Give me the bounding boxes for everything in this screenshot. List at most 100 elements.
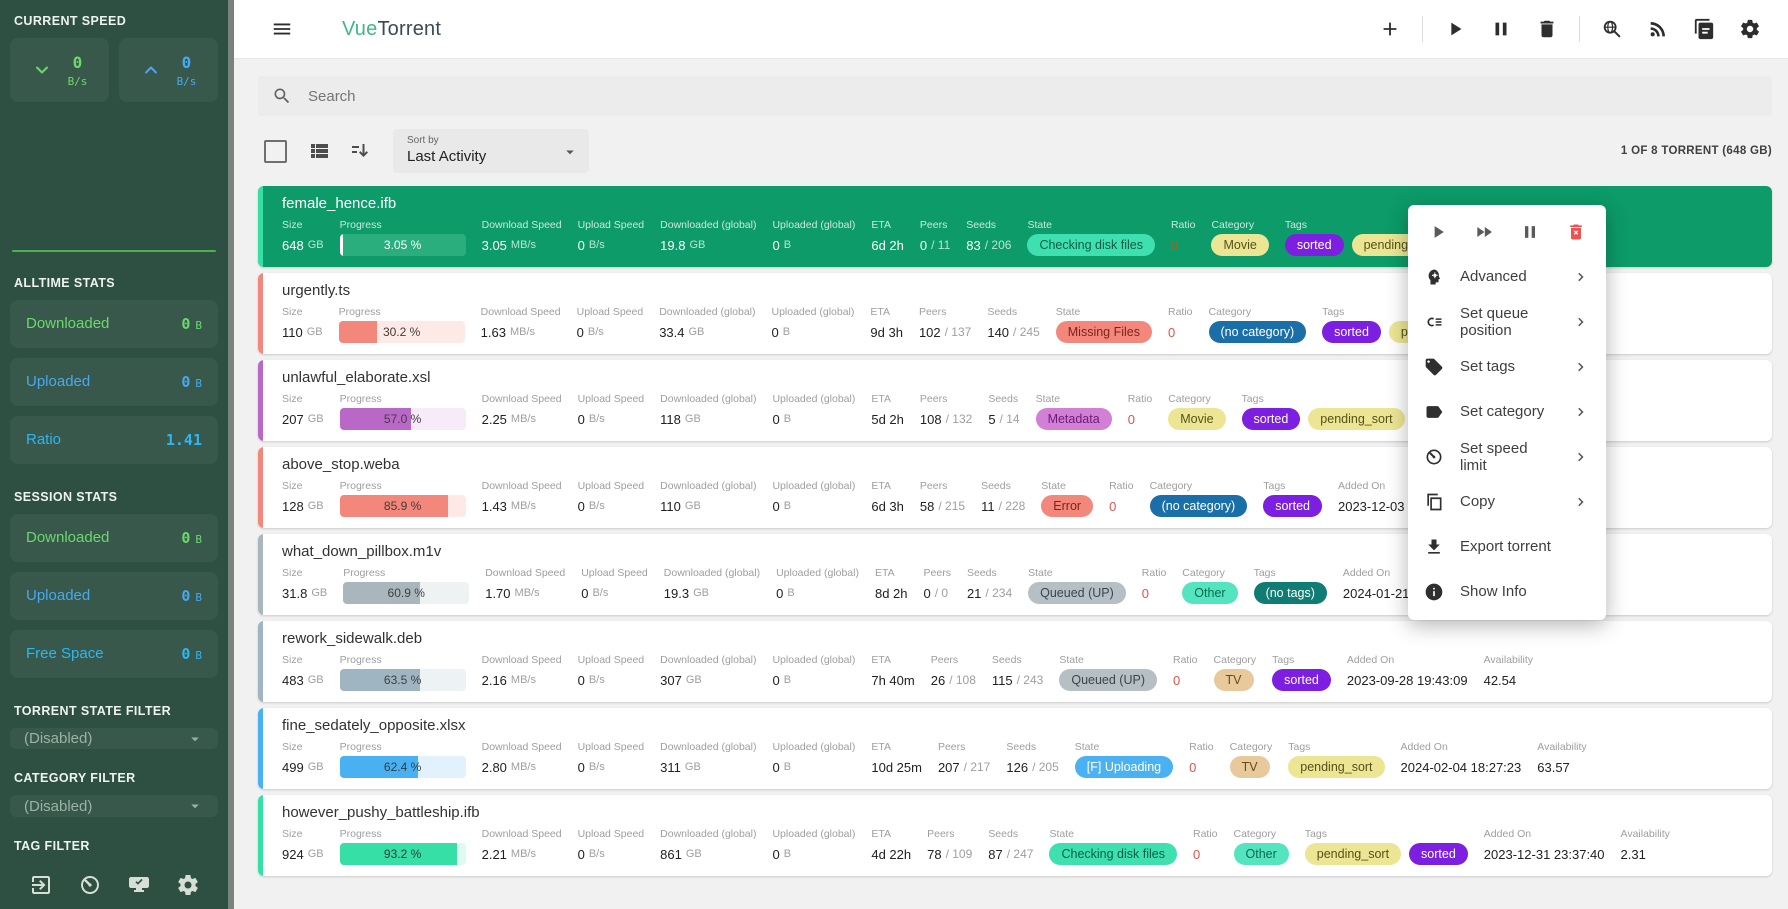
col-upload-speed: Upload Speed 0 B/s	[577, 306, 644, 343]
context-menu: Advanced Set queue position Set tags Set…	[1408, 205, 1606, 620]
resume-all-button[interactable]	[1435, 9, 1475, 49]
col-label: Upload Speed	[581, 567, 648, 579]
col-progress: Progress 63.5 %	[339, 654, 466, 691]
col-label: State	[1055, 306, 1081, 318]
col-value: (no tags)	[1253, 582, 1327, 604]
col-download-speed: Download Speed 1.70 MB/s	[485, 567, 565, 604]
torrent-row[interactable]: above_stop.weba Size 128 GB Progress 85.9…	[258, 447, 1772, 528]
state-badge: Missing Files	[1055, 321, 1152, 343]
add-torrent-button[interactable]	[1370, 9, 1410, 49]
pause-icon	[1525, 226, 1535, 238]
col-label: Seeds	[966, 219, 997, 231]
network-check-icon[interactable]	[127, 873, 151, 897]
col-value: 33.4 GB	[659, 324, 705, 340]
col-label: Downloaded (global)	[663, 567, 761, 579]
plus-icon	[1383, 22, 1397, 36]
menu-item-label: Show Info	[1460, 583, 1527, 600]
col-label: Tags	[1304, 828, 1327, 840]
col-progress: Progress 60.9 %	[343, 567, 470, 604]
torrent-accent-bar	[258, 273, 263, 354]
col-label: Seeds	[987, 306, 1018, 318]
col-value: 311 GB	[660, 759, 701, 775]
sort-order-button[interactable]	[339, 133, 379, 169]
progress-bar: 30.2 %	[338, 321, 465, 343]
col-peers: Peers 108/ 132	[920, 393, 972, 430]
col-label: Download Speed	[481, 741, 562, 753]
col-value: 3.05 MB/s	[481, 237, 536, 253]
play-icon	[1451, 22, 1462, 36]
torrent-state-filter-select[interactable]: (Disabled)	[10, 727, 218, 750]
tag-badge: sorted	[1272, 669, 1331, 691]
logo-vue: Vue	[342, 17, 378, 40]
col-label: ETA	[871, 828, 892, 840]
search-web-icon	[1603, 20, 1621, 38]
sort-by-select[interactable]: Sort by Last Activity	[393, 129, 589, 173]
menu-item-set-tags[interactable]: Set tags	[1408, 344, 1606, 389]
menu-item-show-info[interactable]: Show Info	[1408, 569, 1606, 614]
force-resume-button[interactable]	[1471, 219, 1497, 245]
settings-gear-icon[interactable]	[176, 873, 200, 897]
menu-button[interactable]	[262, 9, 302, 49]
col-progress: Progress 3.05 %	[339, 219, 466, 256]
gauge-icon[interactable]	[78, 873, 102, 897]
col-value: 0	[1127, 411, 1135, 427]
torrent-accent-bar	[258, 534, 263, 615]
col-label: Tags	[1284, 219, 1307, 231]
stat-label: Free Space	[26, 645, 104, 663]
search-engine-button[interactable]	[1592, 9, 1632, 49]
progress-text: 60.9 %	[387, 586, 425, 600]
col-label: Upload Speed	[577, 219, 645, 231]
col-value: 0 B/s	[577, 672, 605, 688]
menu-item-set-speed-limit[interactable]: Set speed limit	[1408, 434, 1606, 479]
col-label: State	[1059, 654, 1084, 666]
torrent-row[interactable]: rework_sidewalk.deb Size 483 GB Progress …	[258, 621, 1772, 702]
col-value: 110 GB	[660, 498, 701, 514]
col-value: 2.25 MB/s	[481, 411, 536, 427]
col-label: Seeds	[988, 828, 1019, 840]
logout-icon[interactable]	[29, 873, 53, 897]
search-bar	[258, 76, 1772, 116]
col-value: 861 GB	[660, 846, 702, 862]
menu-item-set-queue-position[interactable]: Set queue position	[1408, 299, 1606, 344]
menu-item-export-torrent[interactable]: Export torrent	[1408, 524, 1606, 569]
col-seeds: Seeds 83/ 206	[966, 219, 1011, 256]
select-all-checkbox[interactable]	[264, 139, 287, 163]
col-label: Upload Speed	[577, 393, 645, 405]
rss-button[interactable]	[1638, 9, 1678, 49]
col-value: 58/ 215	[919, 498, 966, 514]
col-seeds: Seeds 5/ 14	[988, 393, 1019, 430]
view-list-button[interactable]	[299, 133, 339, 169]
resume-button[interactable]	[1425, 219, 1451, 245]
progress-bar: 62.4 %	[339, 756, 466, 778]
chevron-right-icon	[1578, 272, 1584, 281]
col-label: Availability	[1483, 654, 1534, 666]
pause-all-button[interactable]	[1481, 9, 1521, 49]
main-area: VueTorrent	[234, 0, 1788, 909]
category-filter-select[interactable]: (Disabled)	[10, 795, 218, 817]
delete-button[interactable]	[1563, 219, 1589, 245]
torrent-row[interactable]: however_pushy_battleship.ifb Size 924 GB …	[258, 795, 1772, 876]
menu-item-advanced[interactable]: Advanced	[1408, 254, 1606, 299]
col-value: 0	[1109, 498, 1117, 514]
state-badge: Checking disk files	[1049, 843, 1177, 865]
log-button[interactable]	[1684, 9, 1724, 49]
col-downloaded-global: Downloaded (global) 110 GB	[660, 480, 756, 517]
col-label: Progress	[339, 219, 382, 231]
search-input[interactable]	[306, 86, 1758, 106]
torrent-row[interactable]: fine_sedately_opposite.xlsx Size 499 GB P…	[258, 708, 1772, 789]
menu-item-set-category[interactable]: Set category	[1408, 389, 1606, 434]
delete-button[interactable]	[1527, 9, 1567, 49]
menu-item-copy[interactable]: Copy	[1408, 479, 1606, 524]
col-value: Metadata	[1035, 408, 1112, 430]
settings-button[interactable]	[1730, 9, 1770, 49]
col-ratio: Ratio 0	[1173, 654, 1198, 691]
menu-item-label: Copy	[1460, 493, 1496, 510]
col-value: 2023-09-28 19:43:09	[1346, 672, 1468, 688]
pause-button[interactable]	[1517, 219, 1543, 245]
pause-icon	[1495, 22, 1507, 36]
col-peers: Peers 78/ 109	[927, 828, 972, 865]
